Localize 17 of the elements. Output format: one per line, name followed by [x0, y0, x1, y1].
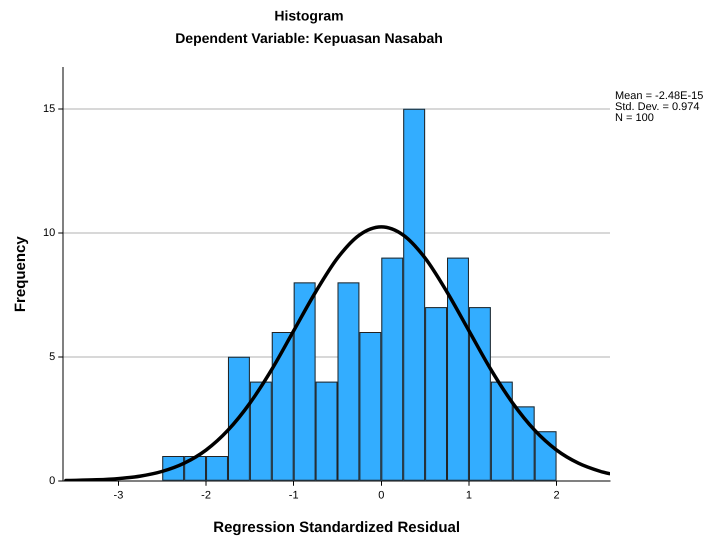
- y-tick-label: 0: [49, 474, 56, 487]
- y-tick-label: 15: [42, 102, 56, 115]
- x-tick-label: -3: [114, 489, 124, 502]
- text: N = 100: [615, 112, 654, 124]
- x-tick-label: 1: [466, 489, 472, 502]
- text: Mean = -2.48E-15: [615, 90, 704, 102]
- x-tick-label: 0: [378, 489, 384, 502]
- y-tick-label: 5: [49, 350, 56, 363]
- x-axis-title: Regression Standardized Residual: [213, 519, 460, 536]
- y-axis-title: Frequency: [12, 236, 30, 312]
- chart-subtitle: Dependent Variable: Kepuasan Nasabah: [175, 30, 443, 46]
- x-tick-label: -2: [201, 489, 211, 502]
- text: Std. Dev. = 0.974: [615, 101, 700, 114]
- x-tick-label: 2: [553, 489, 560, 502]
- y-tick-label: 10: [42, 226, 56, 239]
- chart-title: Histogram: [274, 7, 344, 24]
- x-tick-label: -1: [288, 489, 299, 502]
